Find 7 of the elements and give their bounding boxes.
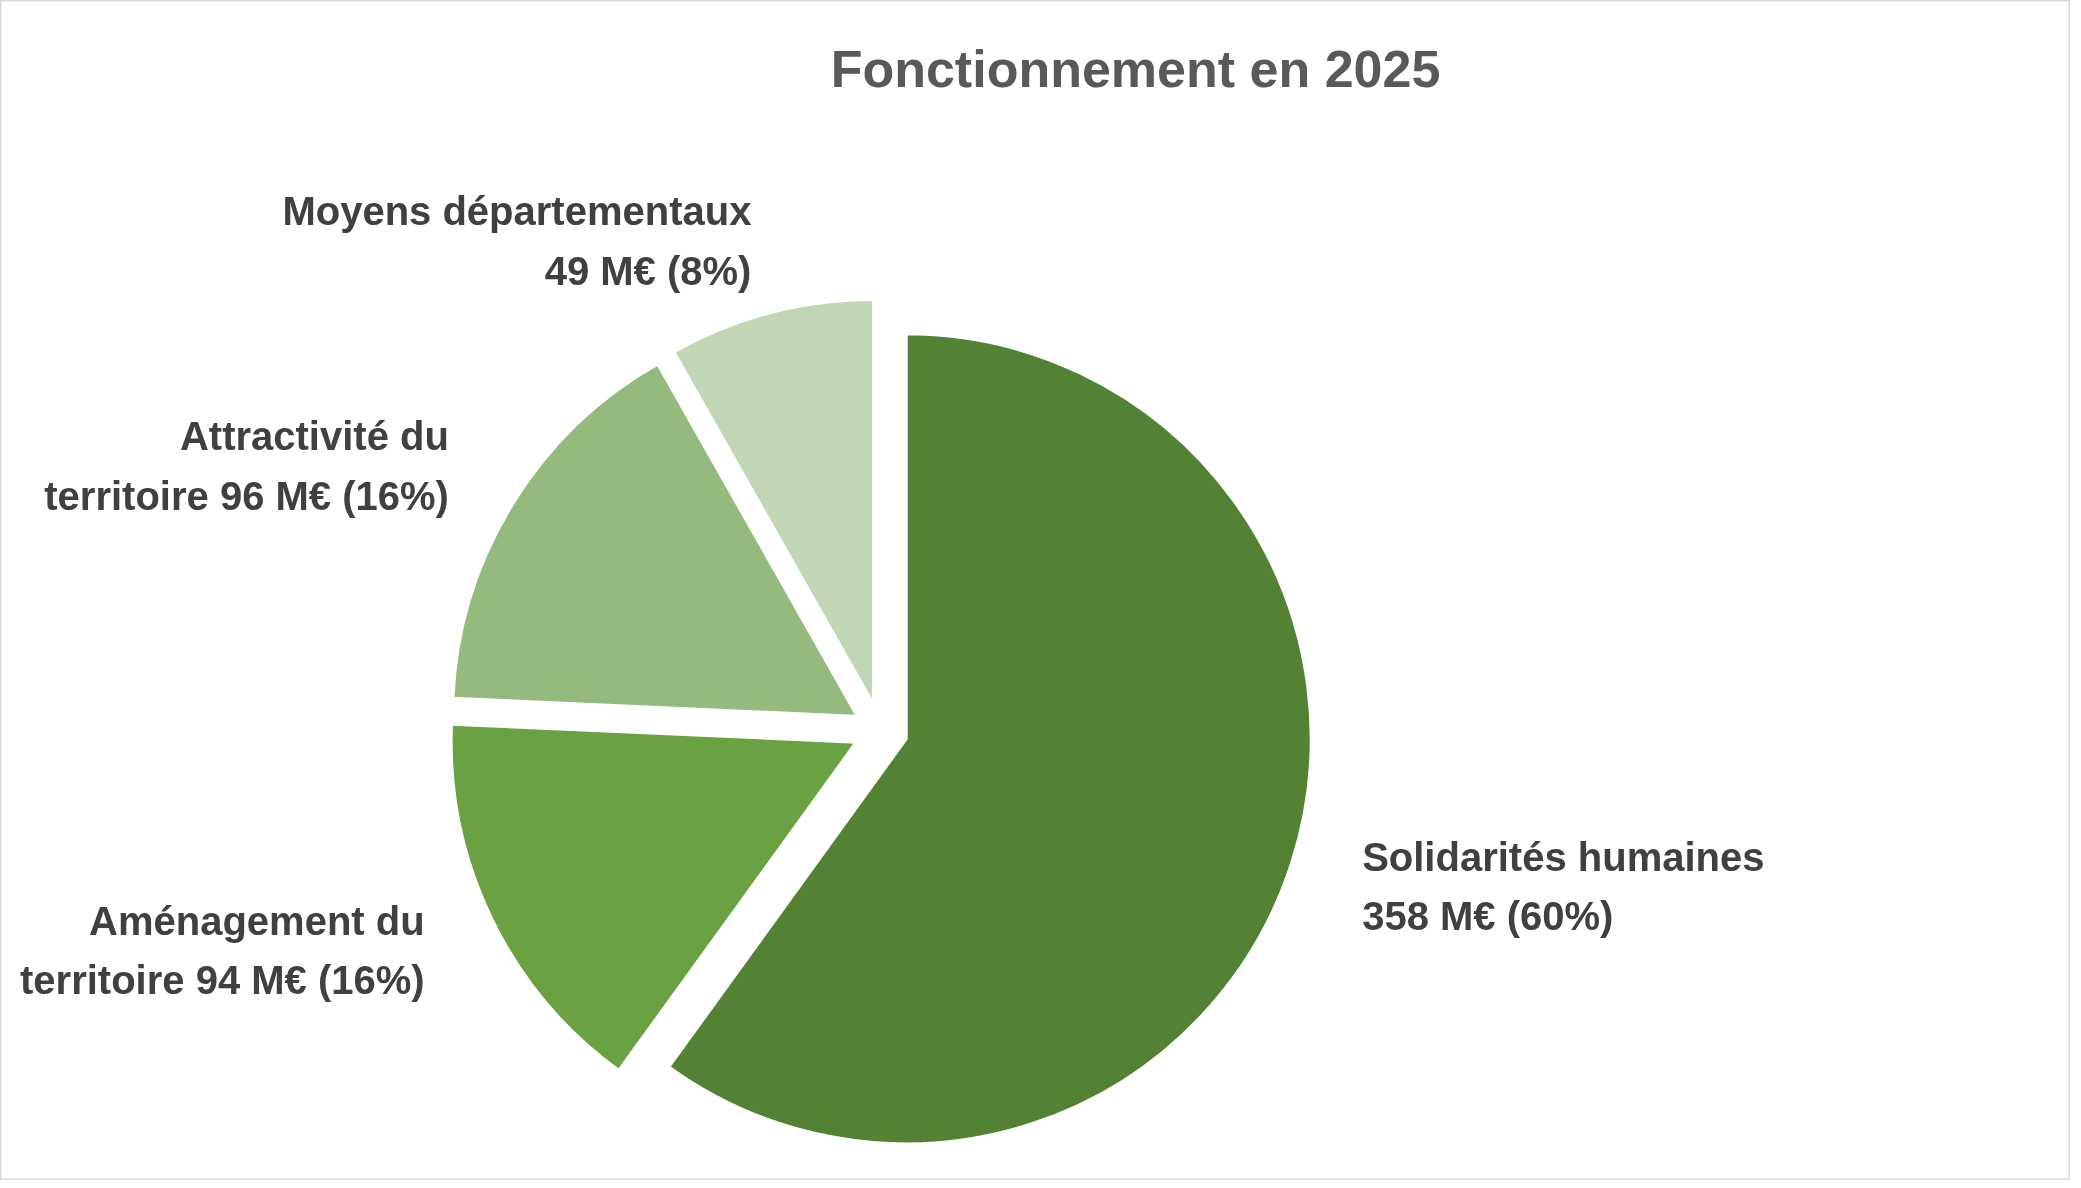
data-label: 49 M€ (8%)	[544, 248, 752, 293]
slice-label: Aménagement du territoire 94 M€ (16%)	[20, 898, 425, 1003]
slice-label: Attractivité du territoire 96 M€ (16%)	[44, 414, 449, 518]
chart-title: Fonctionnement en 2025	[830, 39, 1441, 98]
slice-label: Moyens départementaux	[282, 189, 752, 234]
slice-label: Solidarités humaines	[1362, 834, 1765, 879]
data-label: 358 M€ (60%)	[1362, 894, 1614, 939]
